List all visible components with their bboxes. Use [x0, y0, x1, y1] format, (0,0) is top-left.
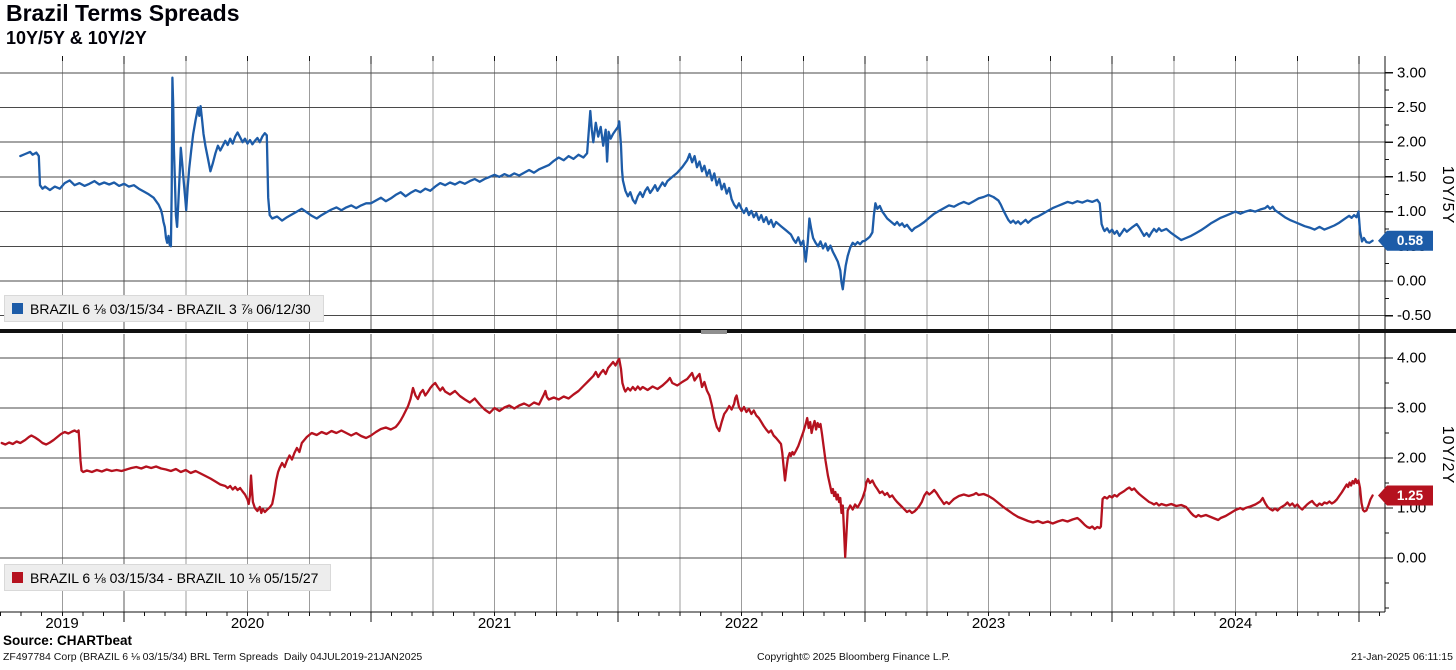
y-tick-label: 0.00 — [1397, 550, 1426, 567]
series-swatch-blue-icon — [12, 303, 23, 314]
page-title: Brazil Terms Spreads — [6, 0, 240, 26]
series-line-10y2y — [0, 357, 1374, 559]
svg-text:1.25: 1.25 — [1397, 488, 1424, 503]
y-tick-label: 2.00 — [1397, 134, 1426, 151]
axis-title-10y5y: 10Y/5Y — [1439, 166, 1456, 224]
last-value-badge-10y5y: 0.58 — [1378, 230, 1433, 251]
timestamp-text: 21-Jan-2025 06:11:15 — [1351, 651, 1453, 663]
y-tick-label: 3.00 — [1397, 64, 1426, 81]
legend-label: BRAZIL 6 ⅛ 03/15/34 - BRAZIL 3 ⅞ 06/12/3… — [30, 300, 311, 317]
legend-10y5y[interactable]: BRAZIL 6 ⅛ 03/15/34 - BRAZIL 3 ⅞ 06/12/3… — [4, 295, 324, 322]
panel-divider-handle[interactable] — [701, 330, 727, 334]
x-tick-label: 2021 — [478, 615, 511, 632]
copyright-text: Copyright© 2025 Bloomberg Finance L.P. — [757, 651, 951, 663]
x-tick-label: 2022 — [725, 615, 758, 632]
y-tick-label: 2.00 — [1397, 450, 1426, 467]
axis-title-10y2y: 10Y/2Y — [1439, 426, 1456, 484]
series-swatch-red-icon — [12, 572, 23, 583]
y-tick-label: 4.00 — [1397, 350, 1426, 367]
x-tick-label: 2024 — [1219, 615, 1252, 632]
y-tick-label: 1.50 — [1397, 168, 1426, 185]
x-tick-label: 2019 — [45, 615, 78, 632]
x-tick-label: 2023 — [972, 615, 1005, 632]
y-tick-label: 0.00 — [1397, 273, 1426, 290]
terminal-footer-text: ZF497784 Corp (BRAZIL 6 ⅛ 03/15/34) BRL … — [3, 651, 423, 663]
source-label: Source: CHARTbeat — [3, 633, 133, 648]
panel-divider — [0, 329, 1456, 333]
legend-10y2y[interactable]: BRAZIL 6 ⅛ 03/15/34 - BRAZIL 10 ⅛ 05/15/… — [4, 564, 332, 591]
y-tick-label: -0.50 — [1397, 307, 1431, 324]
legend-label: BRAZIL 6 ⅛ 03/15/34 - BRAZIL 10 ⅛ 05/15/… — [30, 569, 319, 586]
y-tick-label: 1.00 — [1397, 203, 1426, 220]
series-line-10y5y — [19, 76, 1374, 291]
page-subtitle: 10Y/5Y & 10Y/2Y — [6, 28, 147, 48]
horizontal-gridlines — [0, 56, 1393, 622]
svg-text:0.58: 0.58 — [1397, 233, 1424, 248]
y-tick-label: 2.50 — [1397, 99, 1426, 116]
y-tick-label: 3.00 — [1397, 400, 1426, 417]
last-value-badge-10y2y: 1.25 — [1378, 485, 1433, 506]
x-tick-label: 2020 — [231, 615, 264, 632]
